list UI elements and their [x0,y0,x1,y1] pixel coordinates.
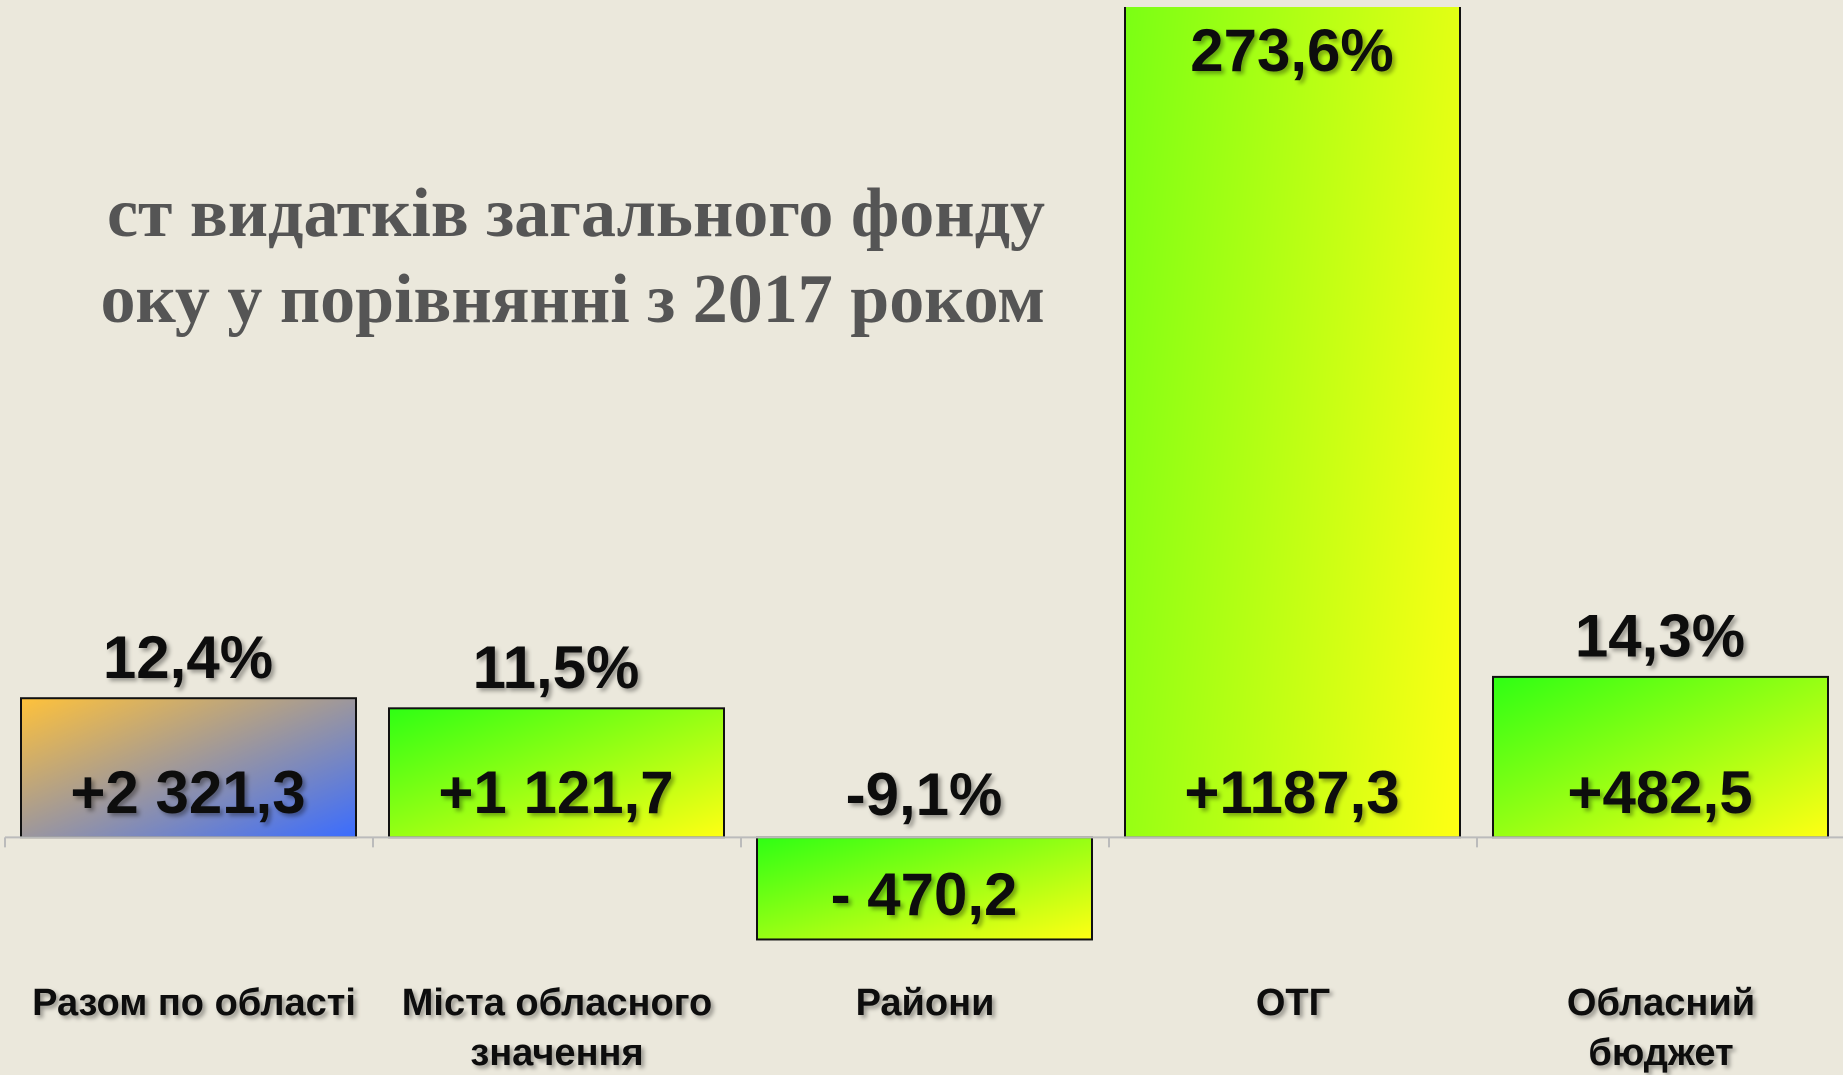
x-tick-label: Райони [856,982,995,1024]
change-label: +1 121,7 [438,759,673,826]
value-label: 12,4% [103,624,273,691]
x-tick-label: Обласний [1567,982,1755,1024]
change-label: +2 321,3 [70,759,305,826]
value-label: 14,3% [1575,603,1745,670]
change-label: +1187,3 [1184,759,1399,826]
change-label: - 470,2 [831,861,1018,928]
bar [388,707,725,839]
value-label: 273,6% [1190,17,1394,84]
plot-area [20,7,1829,941]
x-tick-label: значення [470,1032,643,1074]
value-label: -9,1% [846,761,1003,828]
x-tick-label: ОТГ [1256,982,1330,1024]
value-label: 11,5% [473,634,640,701]
chart-title: ст видатків загального фонду [107,175,1045,252]
x-tick-label: бюджет [1588,1032,1733,1074]
bar [1124,7,1461,839]
bar [20,697,357,839]
chart-title: оку у порівнянні з 2017 роком [101,261,1046,338]
x-tick-label: Разом по області [32,982,356,1024]
bar [1492,675,1829,839]
x-tick-label: Міста обласного [402,982,713,1024]
change-label: +482,5 [1567,759,1752,826]
